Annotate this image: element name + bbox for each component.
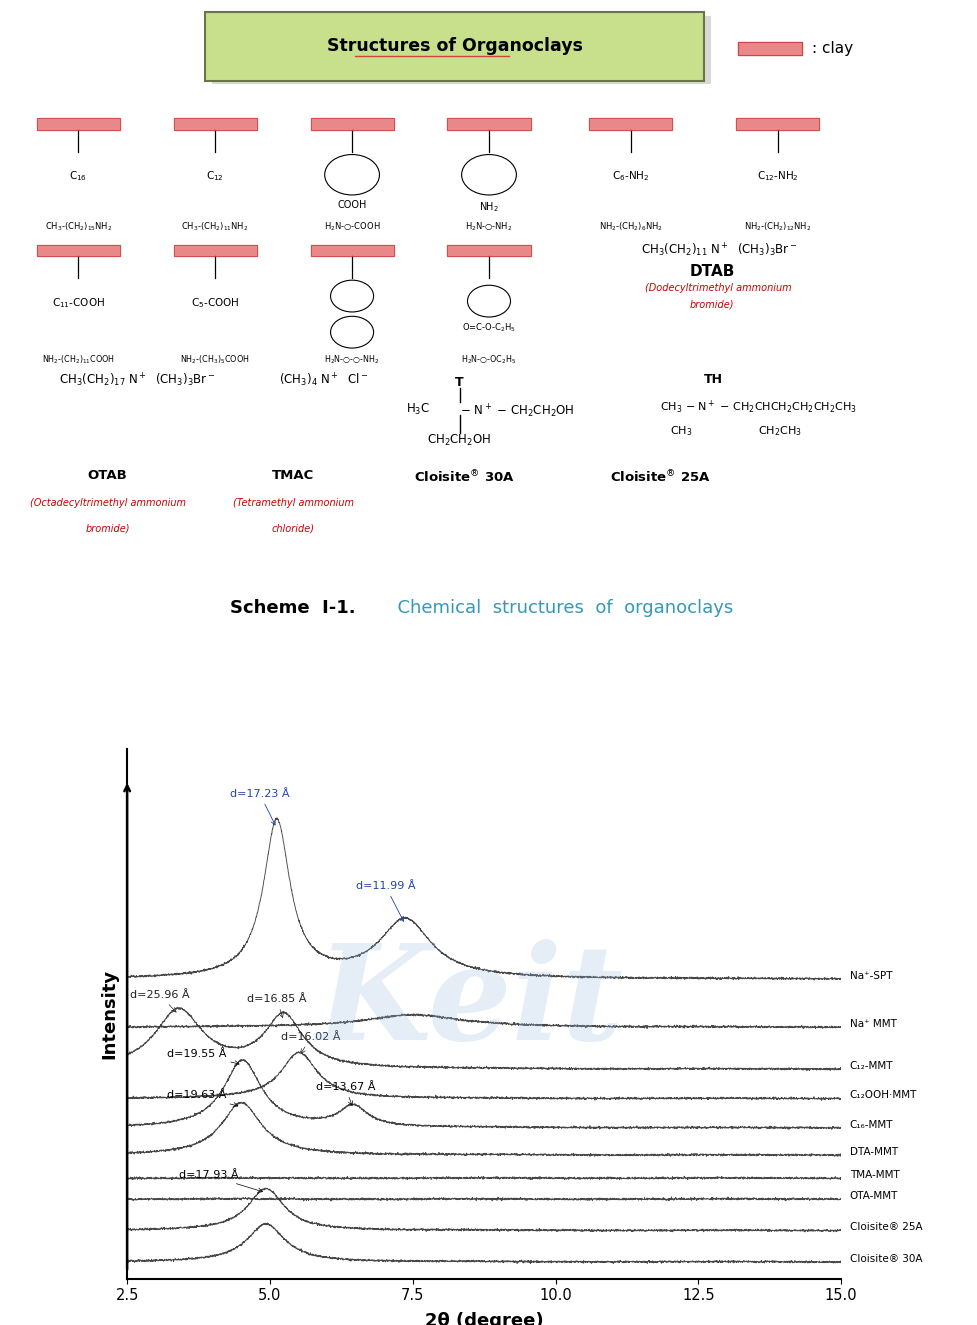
Bar [738, 42, 801, 54]
Text: C$_{11}$-COOH: C$_{11}$-COOH [52, 295, 105, 310]
Text: d=11.99 Å: d=11.99 Å [356, 881, 415, 921]
Bar [311, 118, 393, 130]
Text: COOH: COOH [337, 200, 366, 211]
Text: Chemical  structures  of  organoclays: Chemical structures of organoclays [386, 599, 733, 617]
Text: d=19.63 Å: d=19.63 Å [167, 1090, 237, 1106]
Bar [446, 245, 530, 256]
Text: NH$_2$: NH$_2$ [479, 200, 498, 213]
Text: CH$_3$: CH$_3$ [669, 424, 692, 437]
Text: Structures of Organoclays: Structures of Organoclays [326, 37, 582, 56]
Text: d=17.93 Å: d=17.93 Å [179, 1170, 262, 1192]
Bar [311, 118, 393, 130]
Text: Cloisite® 25A: Cloisite® 25A [849, 1222, 921, 1232]
Text: CH$_3$(CH$_2$)$_{11}$ N$^+$  (CH$_3$)$_3$Br$^-$: CH$_3$(CH$_2$)$_{11}$ N$^+$ (CH$_3$)$_3$… [640, 242, 796, 260]
Text: C$_6$-NH$_2$: C$_6$-NH$_2$ [612, 170, 649, 183]
Bar [446, 245, 530, 256]
Text: (Dodecyltrimethyl ammonium: (Dodecyltrimethyl ammonium [645, 284, 791, 293]
Bar [588, 118, 672, 130]
Text: OTA-MMT: OTA-MMT [849, 1191, 897, 1200]
Text: CH$_3$(CH$_2$)$_{17}$ N$^+$  (CH$_3$)$_3$Br$^-$: CH$_3$(CH$_2$)$_{17}$ N$^+$ (CH$_3$)$_3$… [59, 372, 215, 390]
Text: TH: TH [703, 374, 722, 387]
Text: Scheme  I-1.: Scheme I-1. [230, 599, 355, 617]
Text: T: T [455, 375, 463, 388]
Text: O=C-O-C$_2$H$_5$: O=C-O-C$_2$H$_5$ [462, 322, 515, 334]
Bar [37, 118, 119, 130]
Text: NH$_2$-(CH$_2$)$_{12}$NH$_2$: NH$_2$-(CH$_2$)$_{12}$NH$_2$ [743, 220, 811, 233]
Text: d=16.85 Å: d=16.85 Å [247, 994, 306, 1018]
Text: Na⁺-SPT: Na⁺-SPT [849, 971, 891, 980]
Text: H$_2$N-$\bigcirc$-$\bigcirc$-NH$_2$: H$_2$N-$\bigcirc$-$\bigcirc$-NH$_2$ [324, 354, 379, 366]
Text: NH$_2$-(CH$_3$)$_5$COOH: NH$_2$-(CH$_3$)$_5$COOH [180, 354, 250, 366]
Bar [174, 245, 256, 256]
Text: C₁₆-MMT: C₁₆-MMT [849, 1120, 892, 1130]
Text: NH$_2$-(CH$_2$)$_6$NH$_2$: NH$_2$-(CH$_2$)$_6$NH$_2$ [598, 220, 662, 233]
Text: Cloisite$^®$ 30A: Cloisite$^®$ 30A [414, 469, 514, 486]
Text: H$_2$N-$\bigcirc$-NH$_2$: H$_2$N-$\bigcirc$-NH$_2$ [465, 220, 512, 233]
Bar [446, 118, 530, 130]
FancyBboxPatch shape [205, 12, 703, 81]
Bar [446, 118, 530, 130]
Bar [736, 118, 819, 130]
Bar [174, 118, 256, 130]
X-axis label: 2θ (degree): 2θ (degree) [424, 1312, 543, 1325]
Text: C$_{12}$-NH$_2$: C$_{12}$-NH$_2$ [756, 170, 797, 183]
Text: C$_{12}$: C$_{12}$ [206, 170, 224, 183]
Bar [174, 245, 256, 256]
Text: H$_2$N-$\bigcirc$-COOH: H$_2$N-$\bigcirc$-COOH [323, 220, 380, 233]
Bar [37, 245, 119, 256]
Text: d=25.96 Å: d=25.96 Å [130, 990, 190, 1012]
Bar [736, 118, 819, 130]
Text: C₁₂-MMT: C₁₂-MMT [849, 1061, 892, 1071]
Text: TMA-MMT: TMA-MMT [849, 1170, 899, 1181]
Text: DTA-MMT: DTA-MMT [849, 1147, 897, 1157]
Text: d=19.55 Å: d=19.55 Å [167, 1048, 238, 1065]
Text: (Tetramethyl ammonium: (Tetramethyl ammonium [233, 498, 354, 509]
Text: C₁₂OOH·MMT: C₁₂OOH·MMT [849, 1090, 916, 1100]
Text: CH$_2$CH$_2$OH: CH$_2$CH$_2$OH [427, 433, 491, 448]
Text: d=13.67 Å: d=13.67 Å [316, 1083, 375, 1105]
Y-axis label: Intensity: Intensity [101, 969, 118, 1059]
Text: OTAB: OTAB [88, 469, 127, 482]
Bar [311, 245, 393, 256]
Text: Cloisite® 30A: Cloisite® 30A [849, 1253, 921, 1264]
Text: : clay: : clay [811, 41, 852, 56]
Text: H$_2$N-$\bigcirc$-OC$_2$H$_5$: H$_2$N-$\bigcirc$-OC$_2$H$_5$ [461, 354, 516, 366]
Text: C$_{16}$: C$_{16}$ [69, 170, 87, 183]
Bar [37, 118, 119, 130]
Bar [738, 42, 801, 54]
Text: CH$_3$-(CH$_2$)$_{15}$NH$_2$: CH$_3$-(CH$_2$)$_{15}$NH$_2$ [45, 220, 111, 233]
Text: DTAB: DTAB [689, 264, 734, 278]
Text: $-$ N$^+$ $-$ CH$_2$CH$_2$OH: $-$ N$^+$ $-$ CH$_2$CH$_2$OH [459, 403, 573, 420]
Bar [588, 118, 672, 130]
FancyBboxPatch shape [212, 16, 710, 85]
Text: bromide): bromide) [85, 523, 130, 534]
Bar [311, 245, 393, 256]
Text: chloride): chloride) [272, 523, 315, 534]
Text: NH$_2$-(CH$_2$)$_{11}$COOH: NH$_2$-(CH$_2$)$_{11}$COOH [42, 354, 114, 366]
Text: CH$_3$-(CH$_2$)$_{11}$NH$_2$: CH$_3$-(CH$_2$)$_{11}$NH$_2$ [182, 220, 248, 233]
Text: CH$_2$CH$_3$: CH$_2$CH$_3$ [757, 424, 801, 437]
Text: TMAC: TMAC [272, 469, 315, 482]
Text: d=16.02 Å: d=16.02 Å [281, 1032, 341, 1053]
Text: (CH$_3$)$_4$ N$^+$  Cl$^-$: (CH$_3$)$_4$ N$^+$ Cl$^-$ [278, 372, 367, 390]
Bar [37, 245, 119, 256]
Text: Keit: Keit [316, 938, 622, 1068]
Text: Cloisite$^®$ 25A: Cloisite$^®$ 25A [610, 469, 709, 486]
Text: C$_5$-COOH: C$_5$-COOH [191, 295, 239, 310]
Text: d=17.23 Å: d=17.23 Å [230, 788, 289, 825]
Text: Na⁺ MMT: Na⁺ MMT [849, 1019, 896, 1030]
Text: bromide): bromide) [689, 299, 734, 310]
Text: CH$_3$ $-$ N$^+$ $-$ CH$_2$CHCH$_2$CH$_2$CH$_2$CH$_3$: CH$_3$ $-$ N$^+$ $-$ CH$_2$CHCH$_2$CH$_2… [659, 399, 857, 416]
Bar [174, 118, 256, 130]
Text: H$_3$C: H$_3$C [405, 403, 430, 417]
Text: (Octadecyltrimethyl ammonium: (Octadecyltrimethyl ammonium [29, 498, 186, 509]
